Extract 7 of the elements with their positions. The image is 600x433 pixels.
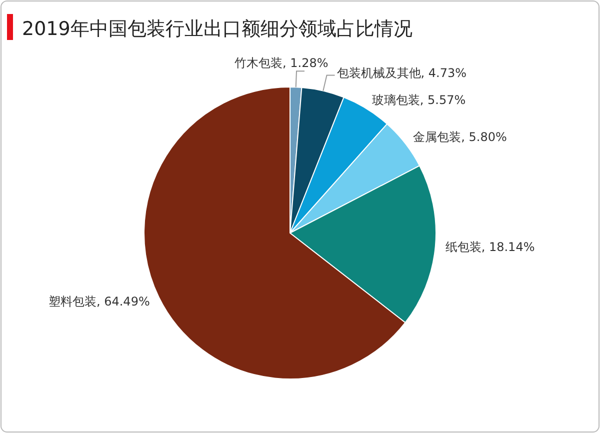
slice-label: 纸包装, 18.14% xyxy=(445,240,535,254)
chart-title: 2019年中国包装行业出口额细分领域占比情况 xyxy=(22,18,412,40)
slice-label: 塑料包装, 64.49% xyxy=(48,294,150,309)
slice-label: 包装机械及其他, 4.73% xyxy=(336,66,467,80)
slice-label: 金属包装, 5.80% xyxy=(413,130,507,144)
slice-label: 玻璃包装, 5.57% xyxy=(372,93,466,108)
slice-label: 竹木包装, 1.28% xyxy=(234,56,328,70)
